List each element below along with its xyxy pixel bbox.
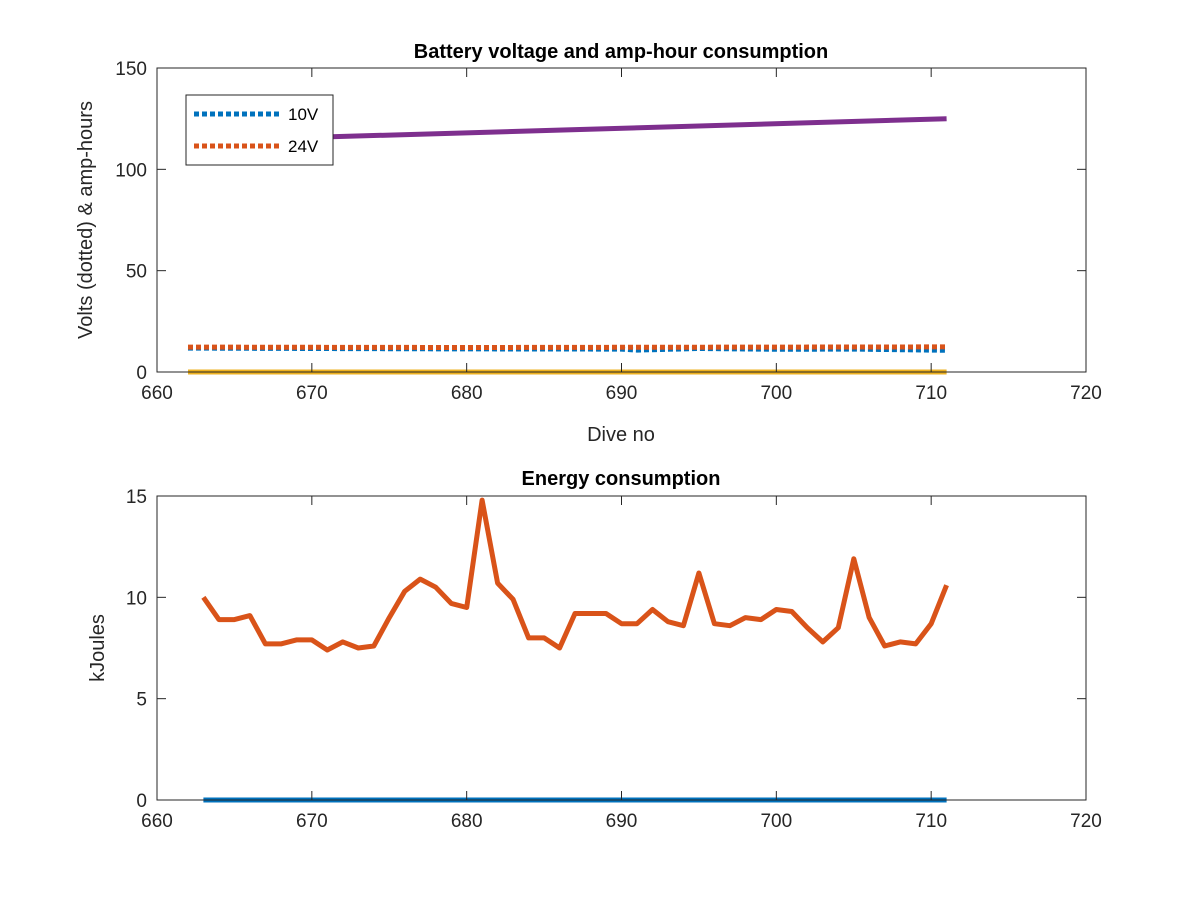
bottom-x-tick-label: 670: [296, 811, 328, 832]
bottom-x-tick-label: 700: [760, 811, 792, 832]
top-x-tick-label: 680: [451, 383, 483, 404]
top-x-tick-label: 670: [296, 383, 328, 404]
top-series-line-10v: [187, 345, 947, 353]
top-x-tick-label: 700: [760, 383, 792, 404]
bottom-x-tick-label: 720: [1070, 811, 1102, 832]
top-ticks: 660 670 680 690 700 710 720 0 50 100 150: [115, 59, 1102, 404]
legend-box: [185, 94, 334, 166]
top-x-axis-label: Dive no: [587, 424, 655, 446]
top-x-tick-label: 720: [1070, 383, 1102, 404]
legend: 10V 24V: [185, 94, 334, 166]
top-chart: 660 670 680 690 700 710 720 0 50 100 150 Battery v…: [75, 41, 1102, 446]
top-y-tick-label: 0: [136, 363, 147, 384]
bottom-y-tick-label: 10: [126, 588, 147, 609]
bottom-x-tick-label: 680: [451, 811, 483, 832]
bottom-x-tick-label: 690: [606, 811, 638, 832]
top-y-tick-label: 50: [126, 262, 147, 283]
bottom-chart-title: Energy consumption: [522, 468, 721, 490]
top-y-axis-label: Volts (dotted) & amp-hours: [75, 101, 97, 339]
bottom-series-line-1: [201, 497, 949, 653]
top-chart-title: Battery voltage and amp-hour consumption: [414, 41, 828, 63]
bottom-plot-background: [157, 496, 1086, 800]
top-series-line-24v: [187, 344, 947, 351]
top-x-tick-label: 690: [606, 383, 638, 404]
bottom-ticks: 660 670 680 690 700 710 720 0 5 10 15: [126, 487, 1102, 832]
top-x-tick-label: 660: [141, 383, 173, 404]
top-y-tick-label: 100: [115, 160, 147, 181]
bottom-y-tick-label: 5: [136, 690, 147, 711]
bottom-x-tick-label: 660: [141, 811, 173, 832]
bottom-chart: 660 670 680 690 700 710 720 0 5 10 15 Energy consu…: [87, 468, 1102, 832]
bottom-x-tick-label: 710: [915, 811, 947, 832]
top-x-tick-label: 710: [915, 383, 947, 404]
bottom-y-tick-label: 0: [136, 791, 147, 812]
bottom-y-tick-label: 15: [126, 487, 147, 508]
top-y-tick-label: 150: [115, 59, 147, 80]
legend-label-10v: 10V: [288, 105, 319, 124]
legend-label-24v: 24V: [288, 137, 319, 156]
bottom-y-axis-label: kJoules: [87, 614, 109, 682]
